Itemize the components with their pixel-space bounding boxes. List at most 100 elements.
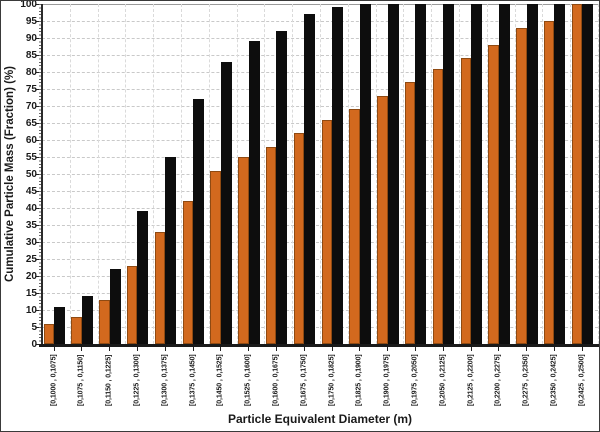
orange-cumulative-series-bar [321,119,332,344]
orange-cumulative-series-bar [43,323,54,344]
x-tick-label: [0,1675 , 0,1750] [300,354,308,407]
x-gridline [97,4,99,344]
y-tick-label: 45 [25,185,37,197]
x-gridline [153,4,155,344]
x-tick [526,347,528,351]
black-cumulative-series-bar [387,4,399,344]
x-axis-line [39,344,599,347]
x-tick-label: [0,2125 , 0,2200] [467,354,474,407]
x-gridline [208,4,210,344]
x-gridline [292,4,294,344]
x-gridline [486,4,488,344]
orange-cumulative-series-bar [154,231,166,344]
y-tick-label: 0 [31,338,37,350]
x-tick-label: [0,1525 , 0,1600] [244,354,252,407]
x-tick-label: [0,1825 , 0,1900] [355,354,363,407]
black-cumulative-series-bar [498,4,510,344]
x-gridline [570,4,572,344]
black-cumulative-series-bar [220,61,232,344]
y-tick-label: 5 [31,321,37,333]
orange-cumulative-series-bar [571,4,583,344]
y-tick-label: 95 [25,15,37,27]
black-cumulative-series-bar [137,211,149,344]
black-cumulative-series-bar [526,4,538,344]
black-cumulative-series-bar [109,269,121,344]
orange-cumulative-series-bar [543,21,555,344]
x-tick-label: [0,1900 , 0,1975] [383,354,391,407]
x-tick-label: [0,1150 , 0,1225] [105,354,113,407]
black-cumulative-series-bar [276,31,288,344]
y-tick-label: 65 [25,117,37,129]
black-cumulative-series-bar [359,4,371,344]
black-cumulative-series-bar [471,4,482,344]
x-tick-label: [0,2425 , 0,2500] [578,354,586,407]
black-cumulative-series-bar [443,4,455,344]
x-tick [414,347,416,351]
black-cumulative-series-bar [81,296,93,344]
x-gridline [598,4,599,344]
x-tick [109,347,111,351]
orange-cumulative-series-bar [293,133,305,344]
x-tick [220,347,222,351]
x-gridline [514,4,516,344]
x-gridline [236,4,238,344]
x-tick [164,347,166,351]
orange-cumulative-series-bar [516,27,527,344]
x-tick [359,347,361,351]
x-gridline [264,4,266,344]
x-gridline [542,4,544,344]
y-tick-label: 15 [25,287,37,299]
x-tick [81,347,83,351]
x-tick [53,347,55,351]
y-tick-label: 60 [25,134,37,146]
orange-cumulative-series-bar [71,316,82,344]
orange-cumulative-series-bar [265,146,277,344]
y-tick-label: 70 [25,100,37,112]
x-tick [581,347,583,351]
y-axis-minor-ticks [39,4,42,345]
x-tick [442,347,444,351]
x-tick [192,347,194,351]
x-gridline [375,4,377,344]
orange-cumulative-series-bar [99,299,110,344]
x-tick [275,347,277,351]
x-gridline [431,4,433,344]
x-gridline [459,4,460,344]
x-tick [470,347,472,351]
x-tick [136,347,138,351]
x-tick-label: [0,2200 , 0,2275] [494,354,502,407]
x-gridline [125,4,127,344]
y-tick-label: 50 [25,168,37,180]
x-gridline [181,4,182,344]
black-cumulative-series-bar [248,41,260,344]
orange-cumulative-series-bar [182,201,193,344]
x-tick-label: [0,1000 , 0,1075] [50,354,57,407]
y-tick-label: 10 [25,304,37,316]
black-cumulative-series-bar [554,4,566,344]
x-tick [553,347,555,351]
x-tick [387,347,389,351]
orange-cumulative-series-bar [349,109,360,344]
x-axis-title: Particle Equivalent Diameter (m) [227,412,413,426]
x-tick-label: [0,2050 , 0,2125] [439,354,447,407]
orange-cumulative-series-bar [210,170,221,344]
orange-cumulative-series-bar [460,58,471,344]
x-tick [248,347,250,351]
y-axis-line [41,4,43,345]
x-tick-label: [0,1300 , 0,1375] [161,354,169,407]
y-tick-label: 20 [25,270,37,282]
y-tick-label: 35 [25,219,37,231]
black-cumulative-series-bar [193,99,204,344]
black-cumulative-series-bar [332,7,343,344]
x-tick-label: [0,1975 , 0,2050] [411,354,419,407]
y-tick-label: 40 [25,202,37,214]
y-tick-label: 25 [25,253,37,265]
x-gridline [347,4,349,344]
y-tick-label: 80 [25,66,37,78]
orange-cumulative-series-bar [432,68,444,344]
y-tick-label: 85 [25,49,37,61]
black-cumulative-series-bar [54,306,65,344]
orange-cumulative-series-bar [488,44,499,344]
black-cumulative-series-bar [165,157,177,344]
orange-cumulative-series-bar [377,95,388,344]
